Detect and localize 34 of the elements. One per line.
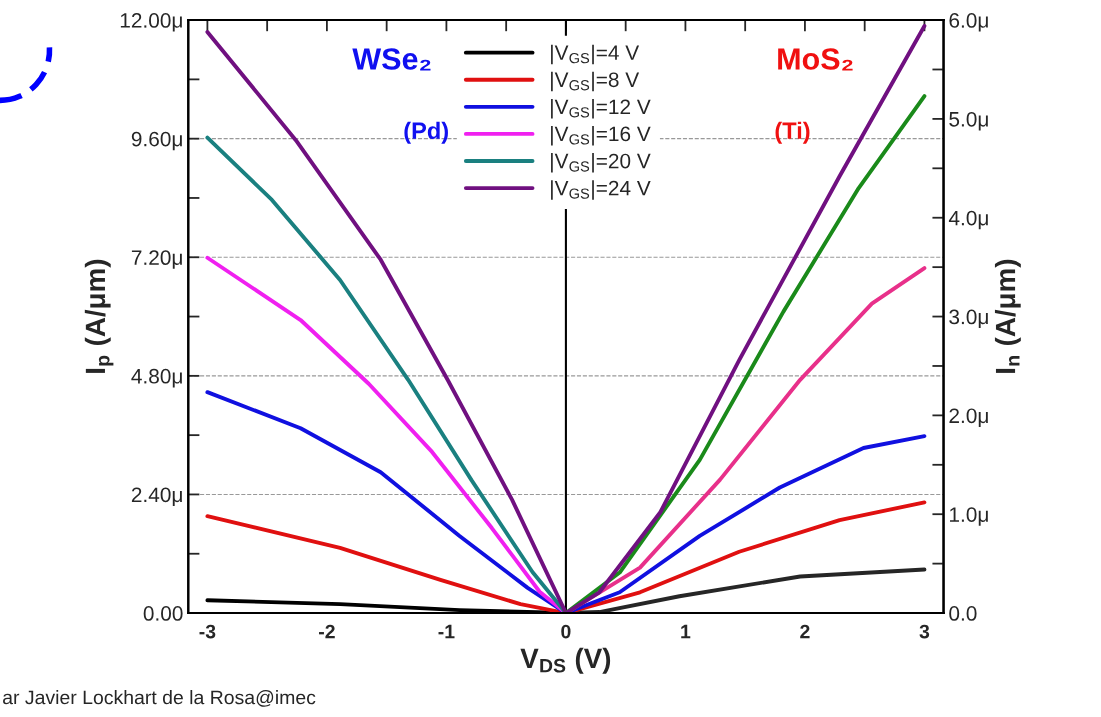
text: ar Javier Lockhart de la Rosa@imec (3, 690, 316, 707)
legend-label: |V$_{GS}$|=4 V (551, 44, 640, 65)
x-tick-label: -2 (319, 624, 335, 639)
y2-tick-label: 4.0μ (948, 210, 988, 230)
x-tick-label: 3 (919, 624, 930, 639)
y2-tick-label: 5.0μ (949, 111, 988, 131)
legend-label: |V$_{GS}$|=12 V (551, 98, 651, 119)
y-tick-label: 2.40μ (131, 487, 182, 506)
x-axis-title: V$_{DS}$ (V) (520, 647, 611, 674)
y2-tick-label: 3.0μ (949, 309, 988, 329)
x-tick-label: -3 (199, 624, 216, 639)
x-tick-label: -1 (438, 624, 455, 639)
y2-tick-label: 2.0μ (949, 408, 988, 427)
annotation: WSe₂ (352, 48, 431, 71)
annotation: (Ti) (775, 121, 810, 144)
y-axis-title: I$_{p}$ (A/μm) (84, 259, 114, 373)
x-tick-label: 0 (561, 624, 571, 639)
y-tick-label: 12.00μ (120, 13, 182, 32)
legend-label: |V$_{GS}$|=24 V (551, 180, 651, 200)
y-tick-label: 0.00 (143, 606, 183, 621)
legend-label: |V$_{GS}$|=20 V (551, 153, 651, 173)
y-tick-label: 9.60μ (131, 131, 182, 151)
x-tick-label: 1 (681, 624, 691, 639)
legend-label: |V$_{GS}$|=16 V (551, 126, 651, 146)
legend-label: |V$_{GS}$|=8 V (551, 71, 640, 92)
y2-tick-label: 6.0μ (949, 13, 988, 32)
y-tick-label: 7.20μ (131, 250, 182, 269)
y2-tick-label: 1.0μ (950, 507, 988, 526)
y-tick-label: 4.80μ (131, 368, 182, 388)
y2-axis-title: I$_{n}$ (A/μm) (994, 259, 1021, 373)
annotation: (Pd) (404, 121, 448, 144)
annotation: MoS₂ (778, 48, 853, 71)
x-tick-label: 2 (800, 624, 810, 639)
y2-tick-label: 0.0 (949, 606, 977, 621)
